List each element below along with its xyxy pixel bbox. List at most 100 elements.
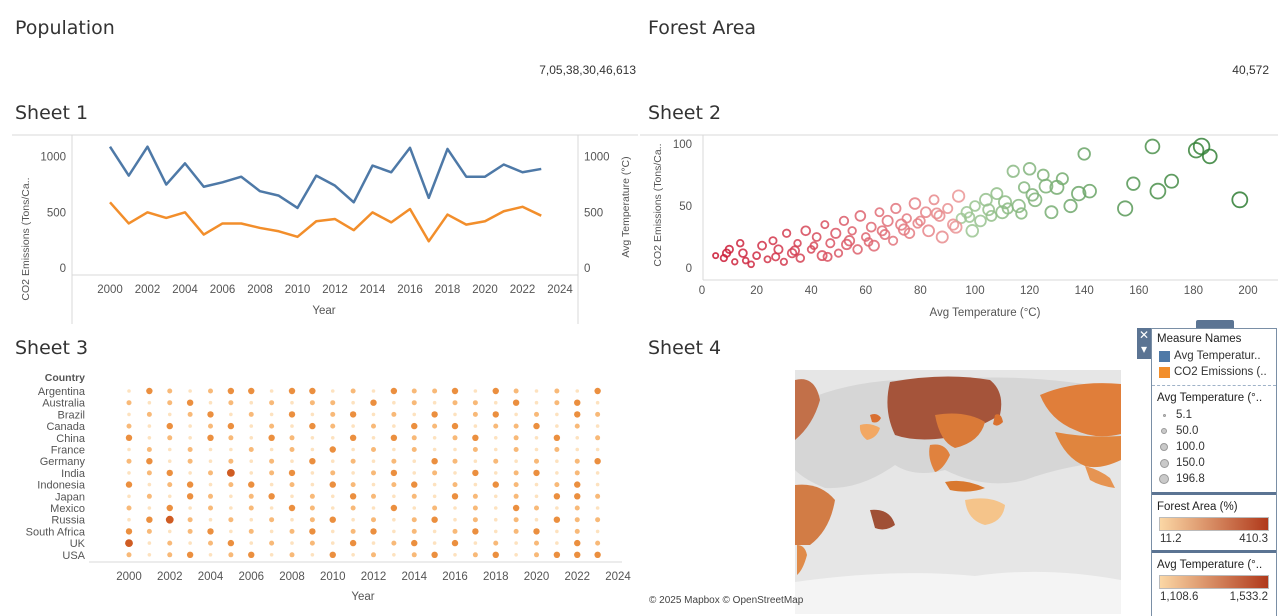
heatmap-dot [309,493,315,499]
sheet3-x-tick: 2016 [442,571,468,583]
sheet2-x-tick: 20 [750,285,763,297]
legend-item-temperature[interactable]: Avg Temperatur.. [1157,348,1271,364]
heatmap-dot [166,504,173,512]
sheet2-title: Sheet 2 [648,102,722,124]
heatmap-dot [574,539,581,547]
sheet1-line-chart[interactable]: CO2 Emissions (Tons/Ca.. Avg Temperature… [0,128,640,328]
heatmap-dot [493,529,498,534]
heatmap-dot [349,539,357,547]
heatmap-dot [554,482,560,488]
heatmap-dot [228,435,234,441]
heatmap-dot [228,552,234,558]
heatmap-dot [269,412,274,417]
scatter-point [930,207,943,220]
sheet3-title: Sheet 3 [15,337,89,359]
sheet1-y-tick: 0 [60,263,66,275]
legend-controls[interactable]: ✕ ▾ [1137,328,1151,359]
heatmap-dot [533,469,540,477]
heatmap-dot [392,424,396,428]
sheet1-x-label: Year [312,305,335,317]
scatter-point [738,248,748,258]
scatter-point [990,187,1004,201]
heatmap-dot [513,493,519,499]
forest-max: 410.3 [1239,533,1268,545]
heatmap-dot [575,436,580,440]
scatter-point [860,232,871,242]
scatter-point [833,248,844,258]
close-icon[interactable]: ✕ [1138,328,1150,342]
heatmap-dot [451,539,459,547]
heatmap-dot [126,400,132,406]
heatmap-dot [227,539,235,547]
sheet1-x-tick: 2004 [172,284,198,296]
sheet3-dot-heatmap[interactable]: Country Year ArgentinaAustraliaBrazilCan… [0,364,640,616]
scatter-point [786,247,798,259]
heatmap-dot [553,551,561,558]
heatmap-dot [147,506,152,510]
scatter-point [974,214,987,228]
heatmap-dot [574,505,580,511]
sheet1-y-tick: 1000 [40,152,66,164]
heatmap-dot [594,387,601,395]
heatmap-dot [330,389,335,393]
heatmap-dot [534,552,539,558]
heatmap-dot [574,423,580,429]
heatmap-dot [249,436,254,440]
heatmap-dot [249,424,254,428]
heatmap-dot [269,470,275,476]
legend-item-co2[interactable]: CO2 Emissions (.. [1157,364,1271,380]
heatmap-dot [229,506,233,510]
japan-shape [993,414,1003,426]
france-shape [859,424,880,440]
heatmap-dot [555,506,559,510]
scatter-point [1015,207,1028,220]
scatter-point [963,211,976,223]
heatmap-dot [453,447,457,452]
sheet2-scatter-chart[interactable]: CO2 Emissions (Tons/Ca.. Avg Temperature… [640,128,1280,328]
heatmap-dot [125,539,133,547]
heatmap-dot [411,400,417,406]
scatter-point [1063,198,1078,214]
size-dot-icon [1159,474,1169,484]
heatmap-dot [249,459,254,463]
sheet2-x-tick: 140 [1075,285,1094,297]
heatmap-dot [472,469,479,477]
heatmap-dot [595,482,600,487]
heatmap-dot [350,458,356,464]
sheet2-y-tick: 0 [686,263,692,275]
heatmap-dot [390,434,398,441]
scatter-point [901,213,912,224]
sheet4-title: Sheet 4 [648,337,722,359]
heatmap-dot [248,387,255,395]
chevron-down-icon[interactable]: ▾ [1140,342,1148,356]
heatmap-dot [269,458,275,464]
heatmap-dot [146,447,152,452]
scatter-point [912,218,923,229]
sheet3-row-label: China [56,433,86,445]
scatter-point [935,230,949,244]
scatter-point [1192,137,1211,156]
heatmap-dot [473,459,478,463]
heatmap-dot [290,424,294,428]
heatmap-dot [330,400,336,406]
heatmap-dot [534,400,539,405]
legend-drag-handle[interactable] [1196,320,1234,328]
heatmap-dot [186,399,194,406]
sheet4-map[interactable] [645,370,1135,614]
scatter-point [865,221,877,233]
heatmap-dot [391,482,397,488]
heatmap-dot [288,387,296,395]
heatmap-dot [595,447,600,452]
heatmap-dot [208,459,213,463]
heatmap-dot [167,412,172,417]
heatmap-dot [269,553,274,557]
scatter-point [841,238,853,251]
heatmap-dot [288,469,296,477]
heatmap-dot [492,551,499,558]
heatmap-dot [390,469,398,477]
map-attribution[interactable]: © 2025 Mapbox © OpenStreetMap [649,595,804,606]
scatter-point [852,244,863,255]
heatmap-dot [330,529,335,534]
heatmap-dot [207,434,214,441]
heatmap-dot [412,459,417,463]
